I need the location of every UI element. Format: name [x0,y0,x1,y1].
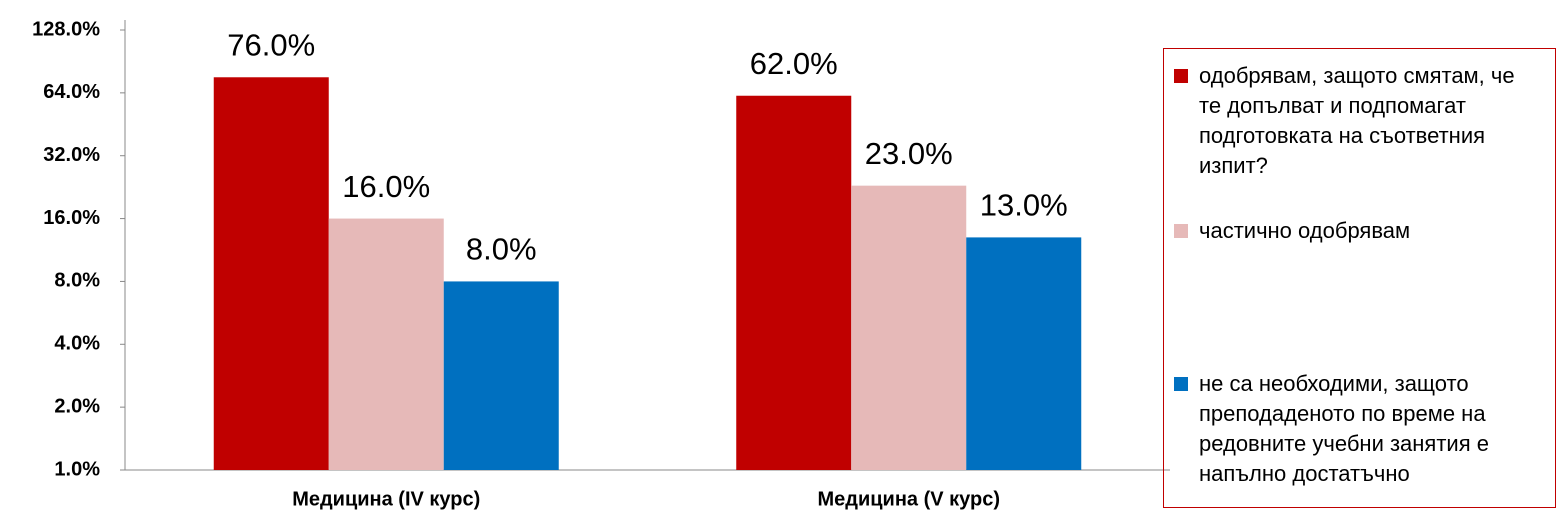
bar [328,218,444,470]
legend-label: частично одобрявам [1199,218,1411,243]
y-tick-label: 4.0% [54,333,100,355]
y-tick-label: 1.0% [54,458,100,480]
value-label: 76.0% [227,27,315,62]
legend-label: одобрявам, защото смятам, че те допълват… [1199,63,1515,178]
value-label: 62.0% [750,46,838,81]
value-label: 23.0% [865,136,953,171]
bar [736,95,852,470]
y-tick-label: 32.0% [43,144,100,166]
value-label: 8.0% [466,232,537,267]
bar [966,237,1082,470]
legend-swatch [1174,377,1188,391]
bar [443,281,559,470]
value-label: 13.0% [980,188,1068,223]
value-label: 16.0% [342,169,430,204]
legend-swatch [1174,224,1188,238]
legend-swatch [1174,69,1188,83]
y-tick-label: 2.0% [54,395,100,417]
y-tick-label: 128.0% [32,18,100,40]
x-tick-label: Медицина (V курс) [817,488,1000,510]
legend-label: не са необходими, защото преподаденото п… [1199,371,1489,486]
y-tick-label: 64.0% [43,81,100,103]
bar [213,77,329,470]
legend: одобрявам, защото смятам, че те допълват… [1163,48,1556,508]
y-tick-label: 16.0% [43,207,100,229]
y-tick-label: 8.0% [54,270,100,292]
bar [851,185,967,471]
x-tick-label: Медицина (IV курс) [292,488,480,510]
